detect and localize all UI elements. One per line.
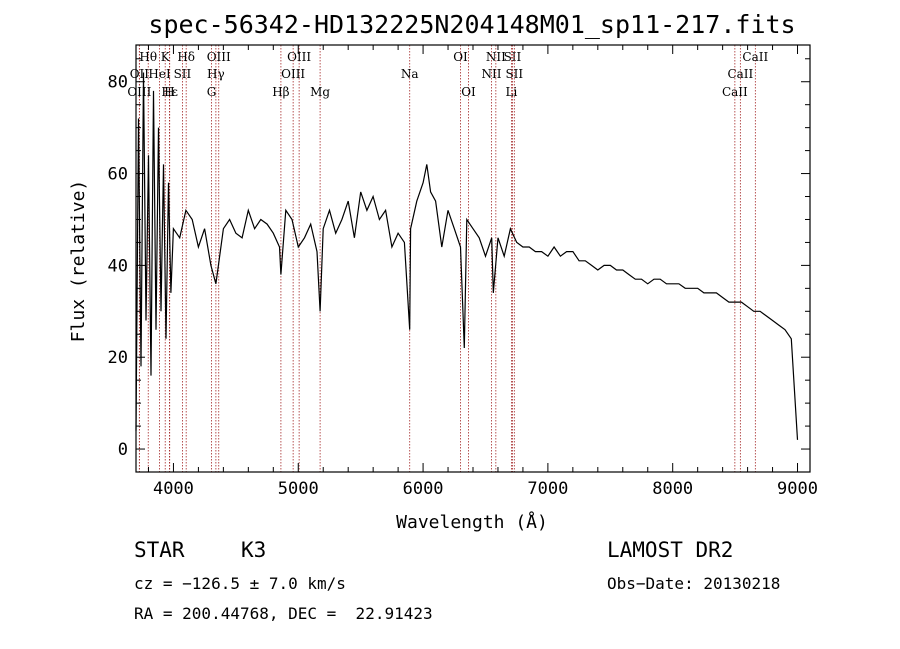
spectral-line-label: OIII (281, 67, 305, 81)
spectral-line-label: CaII (727, 67, 753, 81)
spectral-line-label: OII (130, 67, 150, 81)
x-tick-label: 5000 (278, 479, 319, 499)
spectral-line-label: CaII (722, 85, 748, 99)
y-tick-label: 40 (108, 256, 128, 276)
spectral-line-label: OIII (207, 50, 231, 64)
spectral-line-label: SII (504, 50, 522, 64)
x-tick-label: 4000 (153, 479, 194, 499)
spectral-line-label: Na (401, 67, 419, 81)
y-tick-label: 20 (108, 348, 128, 368)
spectral-line-label: CaII (742, 50, 768, 64)
x-tick-label: 9000 (777, 479, 818, 499)
coordinates-readout: RA = 200.44768, DEC = 22.91423 (134, 604, 433, 623)
chart-title: spec-56342-HD132225N204148M01_sp11-217.f… (148, 10, 795, 39)
spectral-line-label: NII (481, 67, 501, 81)
spectral-line-label: SII (174, 67, 192, 81)
y-axis-label: Flux (relative) (68, 180, 89, 343)
observation-date: Obs−Date: 20130218 (607, 574, 781, 593)
x-axis-label: Wavelength (Å) (396, 511, 548, 533)
x-tick-label: 8000 (652, 479, 693, 499)
spectral-line-label: HeI (148, 67, 171, 81)
spectral-line-label: SII (505, 67, 523, 81)
spectral-line-label: Mg (310, 85, 330, 99)
spectral-line-label: OIII (127, 85, 151, 99)
spectral-line-label: Hγ (207, 67, 225, 81)
y-tick-label: 80 (108, 73, 128, 93)
plot-frame (135, 44, 811, 473)
object-type: STAR (134, 538, 185, 562)
spectral-line-label: H (164, 85, 174, 99)
spectral-line-label: Hθ (139, 50, 157, 64)
spectral-line-label: Li (506, 85, 518, 99)
axis-ticks: 4000 5000 6000 7000 8000 9000 0 20 40 60 80 (108, 45, 818, 499)
spectral-line-label: K (161, 50, 171, 64)
spectral-line-label: Hβ (272, 85, 289, 99)
spectral-line-label: Hδ (177, 50, 195, 64)
x-tick-label: 6000 (403, 479, 444, 499)
spectral-subclass: K3 (241, 538, 267, 562)
x-tick-label: 7000 (527, 479, 568, 499)
redshift-readout: cz = −126.5 ± 7.0 km/s (134, 574, 346, 593)
spectral-line-label: OI (461, 85, 476, 99)
spectral-line-label: NII (486, 50, 506, 64)
y-tick-label: 0 (118, 440, 128, 460)
spectral-line-label: G (207, 85, 217, 99)
spectral-line-label: OIII (287, 50, 311, 64)
spectral-line-label: OI (453, 50, 468, 64)
spectral-line-label: Hε (161, 85, 178, 99)
survey-name: LAMOST DR2 (607, 538, 734, 562)
y-tick-label: 60 (108, 165, 128, 185)
spectrum-line (135, 72, 799, 440)
